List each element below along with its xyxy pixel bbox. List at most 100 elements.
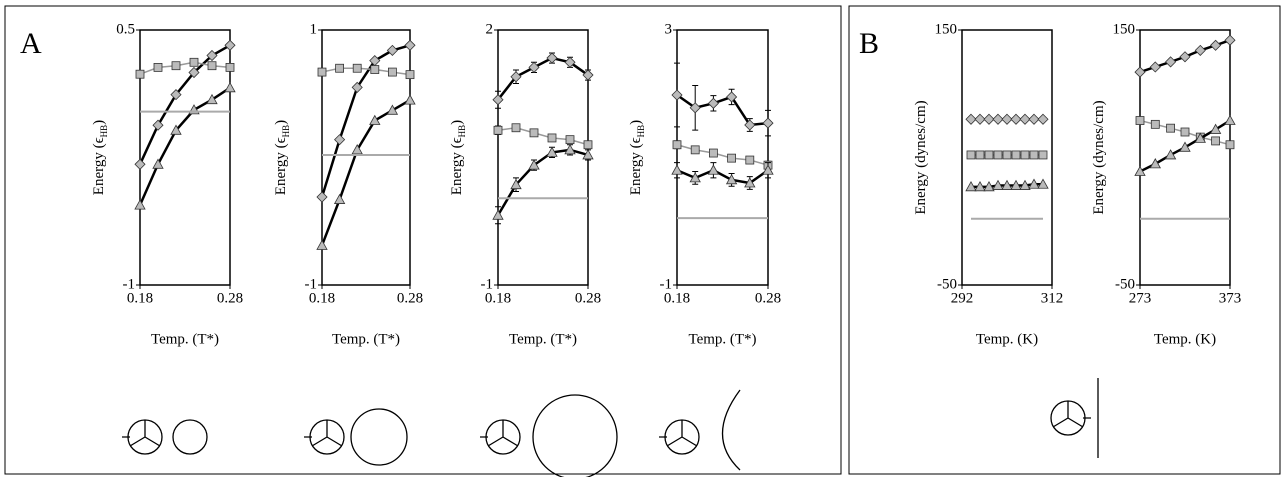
marker-square: [1180, 127, 1190, 137]
y-axis-label-part: Energy (dynes/cm): [913, 100, 929, 214]
marker-square: [547, 133, 557, 143]
marker-diamond: [726, 91, 738, 103]
x-axis-label: Temp. (K): [976, 331, 1038, 347]
x-axis-label: Temp. (T*): [509, 331, 577, 347]
y-axis-label: Energy (dynes/cm): [913, 100, 929, 214]
marker-triangle: [744, 177, 756, 188]
plot-frame: [961, 29, 1053, 286]
marker-diamond: [707, 97, 719, 109]
y-axis-label-part: ): [449, 120, 465, 125]
marker-diamond: [965, 113, 977, 125]
series-line: [497, 126, 589, 146]
x-axis-label: Temp. (T*): [151, 331, 219, 347]
marker-diamond: [1224, 34, 1236, 46]
marker-triangle: [1028, 178, 1040, 189]
marker-square: [993, 150, 1003, 160]
marker-diamond: [564, 56, 576, 68]
marker-square: [1011, 150, 1021, 160]
marker-triangle: [206, 93, 218, 105]
y-axis-label-part: HB: [636, 125, 646, 138]
x-tick-label: 0.28: [755, 290, 781, 306]
marker-square: [511, 123, 521, 133]
marker-triangle: [1164, 149, 1177, 160]
marker-diamond: [386, 44, 398, 56]
marker-triangle: [582, 149, 594, 160]
marker-triangle: [333, 193, 346, 204]
marker-square: [171, 61, 181, 71]
marker-diamond: [546, 52, 558, 64]
marker-square: [207, 61, 217, 71]
panel-label: A: [20, 27, 42, 60]
molecule: [1050, 400, 1091, 436]
marker-square: [1166, 123, 1175, 133]
marker-square: [984, 150, 994, 160]
x-axis-label: Temp. (T*): [688, 331, 756, 347]
marker-triangle: [983, 181, 995, 192]
marker-diamond: [1134, 66, 1146, 78]
marker-square: [153, 63, 163, 72]
series-line: [676, 144, 769, 166]
marker-square: [405, 70, 415, 80]
x-tick-label: 0.18: [309, 290, 335, 306]
marker-diamond: [1210, 39, 1222, 51]
marker-square: [493, 125, 503, 135]
y-tick-label: -50: [1115, 276, 1135, 292]
marker-square: [727, 153, 736, 163]
marker-triangle: [351, 144, 363, 155]
marker-triangle: [369, 114, 381, 125]
marker-square: [583, 140, 593, 150]
y-tick-label: -1: [481, 276, 494, 292]
x-tick-label: 0.18: [485, 290, 511, 306]
marker-triangle: [1010, 179, 1022, 190]
marker-diamond: [1179, 51, 1191, 63]
marker-diamond: [404, 39, 416, 51]
marker-square: [975, 150, 985, 160]
marker-square: [335, 63, 345, 73]
panel-label: B: [859, 27, 879, 60]
y-axis-label-part: HB: [457, 125, 467, 138]
marker-diamond: [334, 134, 346, 146]
x-tick-label: 0.28: [217, 290, 243, 306]
molecule: [122, 419, 163, 455]
marker-triangle: [1037, 178, 1049, 189]
marker-square: [387, 67, 397, 77]
series-line: [676, 168, 769, 185]
x-tick-label: 0.28: [397, 290, 423, 306]
marker-square: [565, 135, 575, 145]
panel-a-frame: [4, 5, 842, 475]
marker-square: [1135, 116, 1145, 125]
y-axis-label-part: ): [273, 120, 289, 125]
y-tick-label: 2: [486, 21, 494, 37]
marker-diamond: [992, 113, 1004, 125]
marker-diamond: [134, 158, 146, 170]
marker-diamond: [316, 191, 328, 203]
y-tick-label: 1: [310, 21, 318, 37]
marker-square: [690, 145, 700, 155]
solute: [532, 394, 618, 477]
marker-square: [1150, 119, 1160, 129]
marker-square: [1225, 140, 1235, 150]
marker-triangle: [134, 199, 146, 210]
marker-diamond: [689, 102, 701, 114]
y-axis-label-part: Energy (ϵ: [628, 137, 644, 195]
marker-diamond: [351, 81, 363, 93]
molecule: [480, 419, 521, 455]
solute: [350, 408, 408, 466]
y-axis-label: Energy (dynes/cm): [1091, 100, 1107, 214]
marker-diamond: [1149, 61, 1161, 73]
marker-diamond: [671, 89, 683, 101]
marker-square: [317, 67, 327, 77]
y-axis-label-part: Energy (ϵ: [449, 137, 465, 195]
marker-triangle: [386, 104, 399, 115]
marker-triangle: [546, 146, 558, 157]
marker-triangle: [992, 179, 1004, 190]
marker-triangle: [1001, 179, 1013, 190]
marker-diamond: [170, 89, 182, 101]
marker-diamond: [1019, 113, 1031, 125]
marker-square: [1002, 150, 1012, 160]
marker-diamond: [974, 113, 986, 125]
marker-triangle: [707, 164, 720, 175]
marker-diamond: [206, 49, 218, 62]
y-axis-label-part: ): [628, 120, 644, 125]
